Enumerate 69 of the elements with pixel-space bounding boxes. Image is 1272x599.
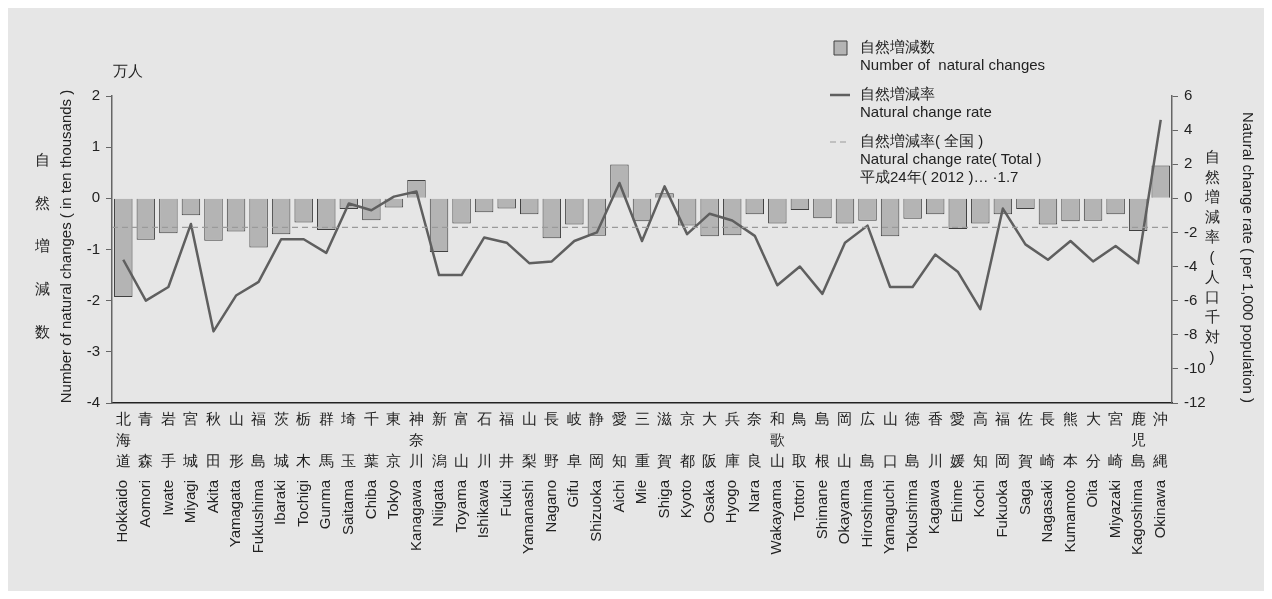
category-label: 愛知 Aichi <box>609 410 627 513</box>
y2-tick-label: 4 <box>1184 120 1193 138</box>
y-tick-label: 0 <box>91 188 100 206</box>
category-label: 滋賀 Shiga <box>654 410 673 519</box>
category-label: 秋田 Akita <box>203 410 221 514</box>
category-label: 福岡 Fukuoka <box>992 410 1011 538</box>
category-label: 山梨 Yamanashi <box>519 410 537 554</box>
category-label: 長崎 Nagasaki <box>1038 410 1056 543</box>
category-label: 広島 Hiroshima <box>857 410 876 548</box>
category-label: 岡山 Okayama <box>835 410 853 545</box>
category-label: 宮城 Miyagi <box>181 410 199 524</box>
category-label: 三重 Mie <box>632 410 650 505</box>
category-label: 栃木 Tochigi <box>293 410 312 527</box>
category-label: 東京 Tokyo <box>384 410 402 520</box>
y-tick-label: -4 <box>86 393 100 411</box>
category-label: 茨城 Ibaraki <box>271 410 289 526</box>
category-label: 埼玉 Saitama <box>338 410 357 536</box>
category-label: 愛媛 Ehime <box>947 410 966 523</box>
x-tick-label: 鹿児島 Kagoshima <box>1128 410 1146 556</box>
category-label: 山形 Yamagata <box>226 410 244 548</box>
y2-tick-label: -2 <box>1184 222 1198 240</box>
category-label: 福島 Fukushima <box>248 410 267 554</box>
legend-label: 自然増減数 Number of natural changes <box>860 38 1046 74</box>
category-label: 岐阜 Gifu <box>564 410 582 508</box>
category-label: 島根 Shimane <box>812 410 830 540</box>
y2-tick-label: -4 <box>1184 256 1198 274</box>
y-tick-label: 2 <box>91 86 100 104</box>
y-tick-label: -2 <box>86 290 100 308</box>
x-tick-label: 和歌山 Wakayama <box>767 410 785 555</box>
y2-tick-label: 0 <box>1184 188 1193 206</box>
category-label: 福井 Fukui <box>496 410 515 517</box>
category-label: 高知 Kochi <box>970 410 988 518</box>
y2-tick-label: -10 <box>1184 359 1206 377</box>
y2-tick-label: 6 <box>1184 86 1193 104</box>
y2-tick-label: -6 <box>1184 290 1198 308</box>
x-tick-label: 神奈川 Kanagawa <box>406 410 424 551</box>
y2-tick-label: -8 <box>1184 324 1198 342</box>
category-label: 千葉 Chiba <box>361 410 379 520</box>
category-label: 群馬 Gunma <box>316 410 334 530</box>
category-label: 徳島 Tokushima <box>902 410 921 552</box>
y-tick-label: 1 <box>91 137 100 155</box>
category-label: 兵庫 Hyogo <box>722 410 740 524</box>
category-label: 大分 Oita <box>1083 410 1101 508</box>
category-label: 京都 Kyoto <box>677 410 695 519</box>
text: 万人 <box>113 62 143 80</box>
category-label: 静岡 Shizuoka <box>587 410 605 542</box>
category-label: 青森 Aomori <box>135 410 154 528</box>
x-tick-label: 北海道 Hokkaido <box>113 410 131 543</box>
category-label: 大阪 Osaka <box>699 410 718 524</box>
category-label: 佐賀 Saga <box>1015 410 1033 516</box>
category-label: 奈良 Nara <box>744 410 763 513</box>
y-tick-label: -3 <box>86 341 100 359</box>
y2-tick-label: 2 <box>1184 154 1193 172</box>
text: 自然増減率(人口千対) Natural change rate ( per 1,000 population ) <box>1204 111 1257 404</box>
category-label: 富山 Toyama <box>451 410 470 533</box>
category-label: 石川 Ishikawa <box>474 410 492 539</box>
y-tick-label: -1 <box>86 239 100 257</box>
legend-label: 自然増減率( 全国 ) Natural change rate( Total ) 平成24年( 2012 )… ·1.7 <box>860 132 1042 186</box>
category-label: 山口 Yamaguchi <box>880 410 898 554</box>
category-label: 新潟 Niigata <box>429 410 447 527</box>
category-label: 熊本 Kumamoto <box>1060 410 1079 553</box>
legend-label: 自然増減率 Natural change rate <box>860 85 992 121</box>
category-label: 沖縄 Okinawa <box>1150 410 1169 539</box>
y2-tick-label: -12 <box>1184 393 1206 411</box>
category-label: 長野 Nagano <box>541 410 560 533</box>
category-label: 宮崎 Miyazaki <box>1105 410 1124 539</box>
category-label: 鳥取 Tottori <box>790 410 808 521</box>
category-label: 岩手 Iwate <box>158 410 176 516</box>
category-label: 香川 Kagawa <box>925 410 943 535</box>
